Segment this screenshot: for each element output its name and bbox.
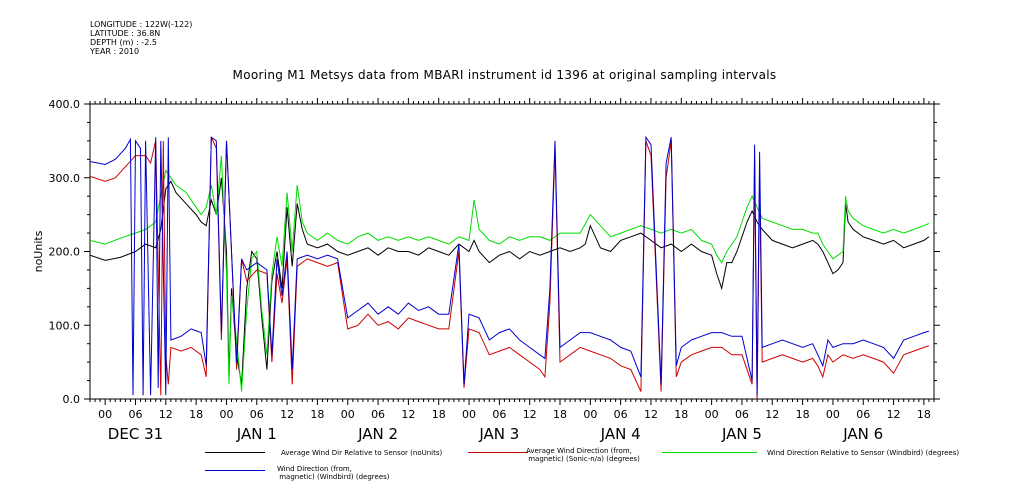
x-day-label: DEC 31 (108, 425, 163, 443)
x-day-label: JAN 4 (600, 425, 641, 443)
y-tick-label: 200.0 (49, 246, 81, 259)
x-tick-label: 00 (462, 408, 476, 421)
x-tick-label: 06 (492, 408, 506, 421)
series-rel-windbird (90, 155, 930, 392)
meta-depth: DEPTH (m) : -2.5 (90, 38, 157, 47)
legend-label: Wind Direction (from, magnetic) (Windbir… (277, 465, 390, 481)
x-tick-label: 12 (159, 408, 173, 421)
x-tick-label: 00 (583, 408, 597, 421)
x-day-label: JAN 2 (357, 425, 398, 443)
meta-latitude: LATITUDE : 36.8N (90, 29, 161, 38)
legend-item-avg-sonic: Average Wind Direction (from, magnetic) … (468, 447, 658, 465)
legend-item-rel-windbird: Wind Direction Relative to Sensor (Windb… (662, 447, 962, 465)
x-tick-label: 18 (674, 408, 688, 421)
x-tick-label: 00 (219, 408, 233, 421)
x-tick-label: 12 (280, 408, 294, 421)
chart-title: Mooring M1 Metsys data from MBARI instru… (232, 68, 777, 82)
legend-swatch (205, 452, 265, 453)
x-tick-label: 18 (553, 408, 567, 421)
x-tick-label: 18 (917, 408, 931, 421)
x-day-label: JAN 6 (842, 425, 883, 443)
x-tick-label: 06 (856, 408, 870, 421)
x-tick-label: 06 (128, 408, 142, 421)
legend-label: Wind Direction Relative to Sensor (Windb… (767, 449, 960, 457)
y-axis-label: noUnits (32, 230, 45, 272)
x-tick-label: 00 (826, 408, 840, 421)
x-tick-label: 12 (523, 408, 537, 421)
meta-longitude: LONGITUDE : 122W(-122) (90, 20, 193, 29)
legend-label: Average Wind Direction (from, magnetic) … (526, 447, 640, 463)
x-tick-label: 18 (310, 408, 324, 421)
metadata-block: LONGITUDE : 122W(-122) LATITUDE : 36.8N … (90, 20, 192, 56)
x-tick-label: 12 (401, 408, 415, 421)
y-tick-label: 0.0 (63, 393, 81, 406)
legend-swatch (205, 470, 265, 471)
x-tick-label: 06 (614, 408, 628, 421)
series-rel-sensor (90, 177, 930, 385)
y-tick-label: 400.0 (49, 98, 81, 111)
x-tick-label: 00 (705, 408, 719, 421)
x-tick-label: 12 (765, 408, 779, 421)
y-tick-label: 100.0 (49, 319, 81, 332)
x-tick-label: 12 (644, 408, 658, 421)
x-tick-label: 00 (98, 408, 112, 421)
legend-swatch (662, 452, 757, 453)
meta-year: YEAR : 2010 (90, 47, 140, 56)
x-tick-label: 18 (432, 408, 446, 421)
legend-swatch (468, 452, 528, 453)
x-day-label: JAN 1 (236, 425, 277, 443)
x-tick-label: 06 (371, 408, 385, 421)
x-tick-label: 06 (250, 408, 264, 421)
y-tick-label: 300.0 (49, 172, 81, 185)
x-day-label: JAN 3 (478, 425, 519, 443)
x-tick-label: 06 (735, 408, 749, 421)
x-day-label: JAN 5 (721, 425, 762, 443)
x-tick-label: 12 (887, 408, 901, 421)
legend-item-rel-sensor: Average Wind Dir Relative to Sensor (noU… (205, 447, 475, 465)
x-tick-label: 18 (796, 408, 810, 421)
x-tick-label: 00 (341, 408, 355, 421)
x-tick-label: 18 (189, 408, 203, 421)
legend-item-windbird-mag: Wind Direction (from, magnetic) (Windbir… (205, 465, 475, 483)
series-avg-sonic (90, 136, 930, 399)
legend-label: Average Wind Dir Relative to Sensor (noU… (281, 449, 443, 457)
series-windbird-mag (90, 135, 930, 396)
